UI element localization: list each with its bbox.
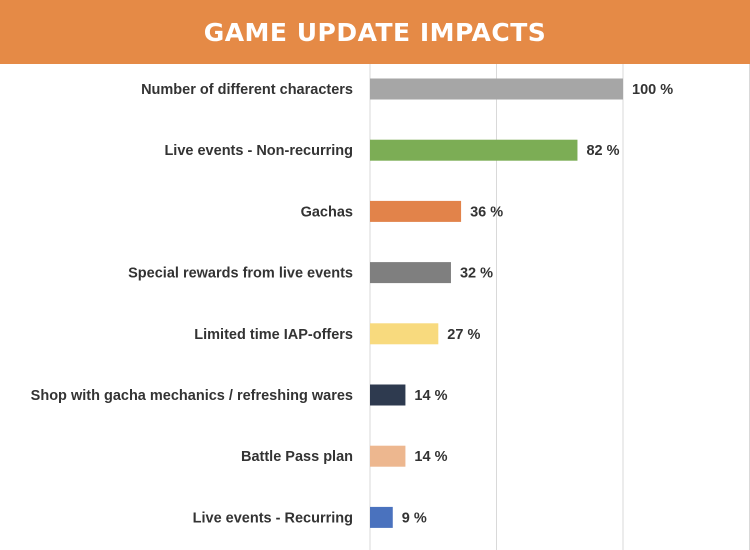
data-label: 9 %: [402, 510, 427, 526]
bar: [370, 445, 406, 467]
gridlines: [369, 64, 750, 550]
bar: [370, 384, 406, 406]
title-banner: GAME UPDATE IMPACTS: [0, 0, 750, 64]
data-label: 100 %: [632, 82, 673, 98]
category-label: Live events - Recurring: [193, 510, 353, 526]
value-labels: 100 % 82 % 36 % 32 % 27 % 14 % 14 % 9 %: [402, 82, 673, 526]
bar: [370, 200, 462, 222]
category-label: Shop with gacha mechanics / refreshing w…: [31, 388, 353, 404]
category-label: Battle Pass plan: [241, 449, 353, 465]
bar: [370, 506, 393, 528]
data-label: 82 %: [586, 143, 619, 159]
category-label: Special rewards from live events: [128, 266, 353, 282]
bar: [370, 262, 451, 284]
bar: [370, 78, 623, 100]
chart-title: GAME UPDATE IMPACTS: [203, 17, 547, 47]
bars: [370, 78, 623, 528]
category-labels: Number of different characters Live event…: [31, 82, 353, 526]
bar: [370, 139, 578, 161]
bar: [370, 323, 439, 345]
category-label: Number of different characters: [141, 82, 353, 98]
data-label: 36 %: [470, 204, 503, 220]
data-label: 14 %: [414, 449, 447, 465]
data-label: 14 %: [414, 388, 447, 404]
category-label: Live events - Non-recurring: [164, 143, 353, 159]
data-label: 27 %: [447, 327, 480, 343]
data-label: 32 %: [460, 266, 493, 282]
category-label: Limited time IAP-offers: [194, 327, 353, 343]
category-label: Gachas: [301, 204, 353, 220]
